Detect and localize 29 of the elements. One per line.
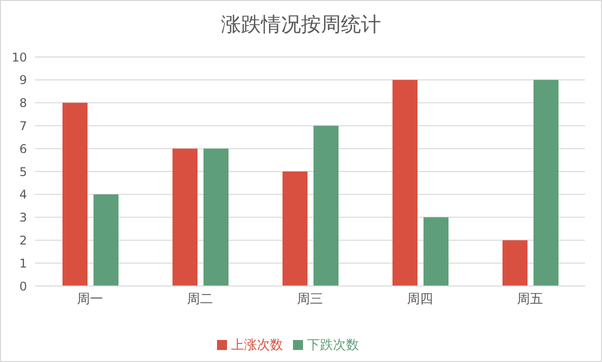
y-tick-label: 0	[19, 279, 27, 294]
bar	[282, 172, 308, 286]
bar	[314, 126, 338, 286]
bar	[172, 148, 198, 286]
x-tick-label: 周三	[297, 292, 323, 308]
legend-label: 上涨次数	[231, 338, 283, 353]
y-tick-label: 9	[19, 73, 27, 88]
y-tick-label: 1	[19, 256, 27, 270]
bar	[424, 217, 448, 286]
bar	[392, 80, 418, 286]
chart-title: 涨跌情况按周统计	[220, 11, 382, 38]
x-tick-label: 周一	[77, 292, 103, 308]
bar	[94, 194, 118, 286]
y-tick-label: 2	[19, 233, 27, 248]
y-tick-label: 6	[19, 142, 27, 156]
legend-label: 下跌次数	[307, 338, 359, 353]
y-tick-label: 7	[19, 118, 27, 133]
bar	[534, 80, 558, 286]
y-tick-label: 10	[12, 50, 27, 64]
y-tick-label: 3	[19, 210, 27, 225]
bar	[204, 148, 228, 286]
y-tick-label: 5	[19, 164, 27, 179]
bar	[62, 102, 88, 286]
x-tick-label: 周五	[517, 292, 543, 308]
y-tick-label: 8	[19, 96, 27, 110]
bar	[502, 240, 528, 286]
x-tick-label: 周二	[187, 292, 213, 308]
y-tick-label: 4	[19, 188, 27, 202]
x-tick-label: 周四	[407, 292, 433, 308]
